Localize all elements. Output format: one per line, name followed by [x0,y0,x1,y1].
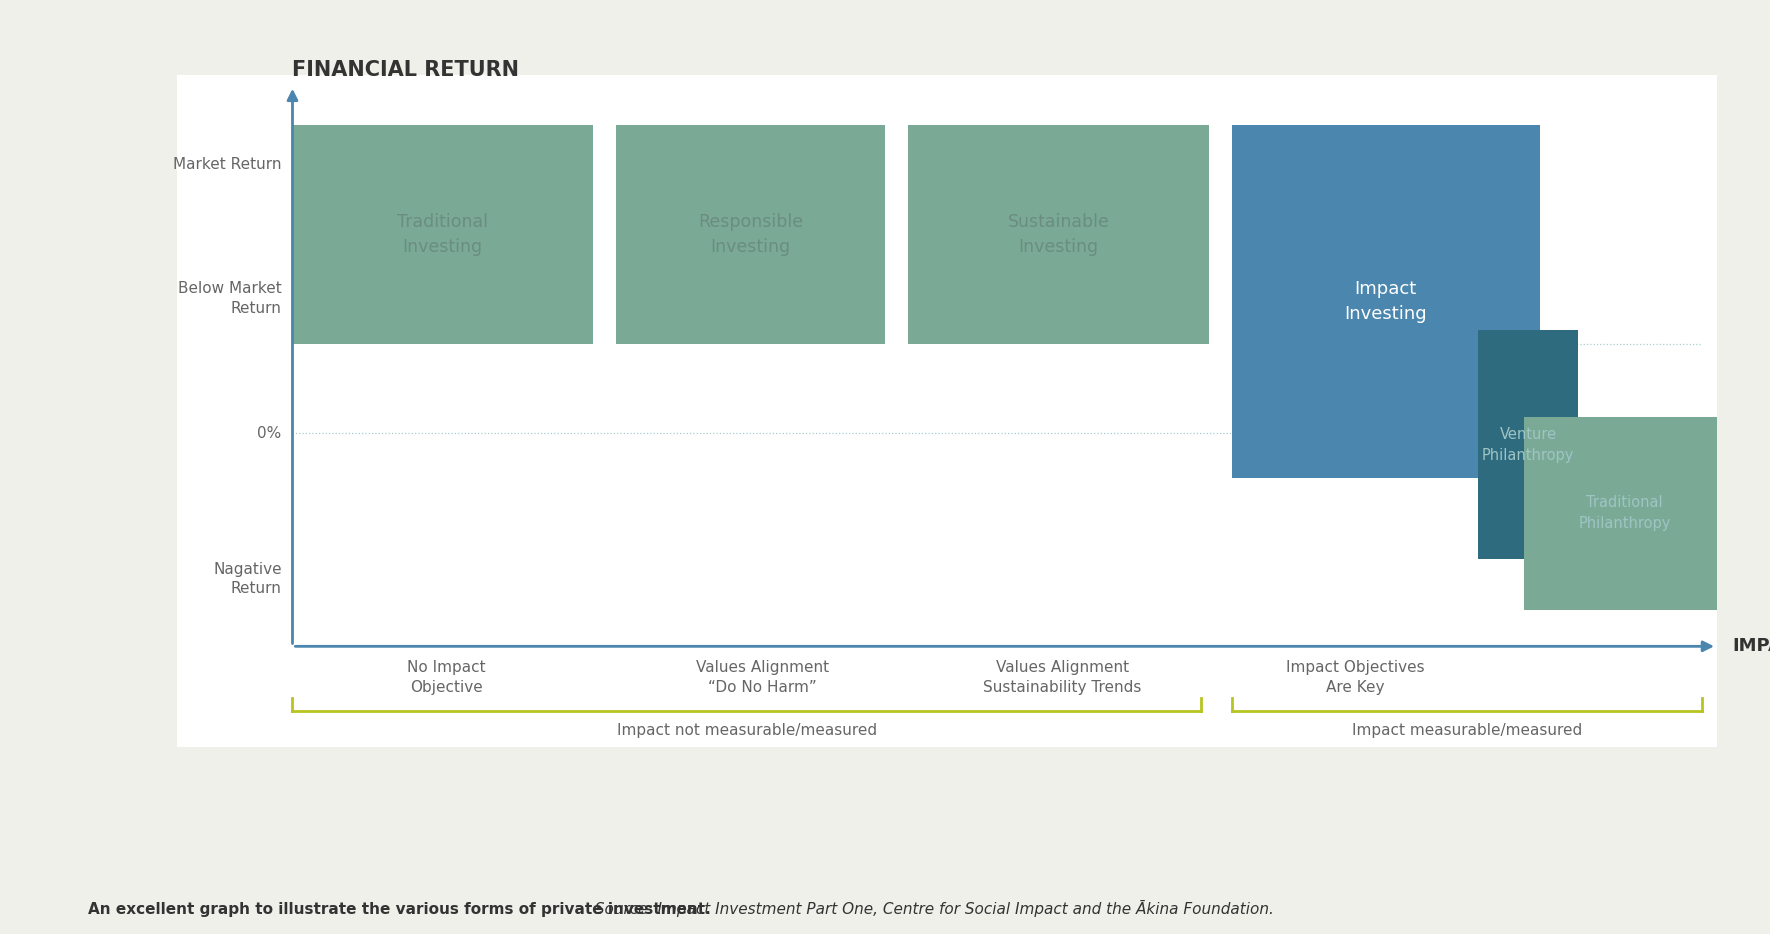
Bar [1232,125,1540,478]
Text: Traditional
Investing: Traditional Investing [396,213,489,256]
Bar [908,125,1209,344]
Text: Values Alignment
“Do No Harm”: Values Alignment “Do No Harm” [696,660,828,695]
Text: Impact Objectives
Are Key: Impact Objectives Are Key [1285,660,1425,695]
Text: IMPACT: IMPACT [1733,637,1770,656]
Text: Traditional
Philanthropy: Traditional Philanthropy [1579,495,1671,531]
Bar [292,125,593,344]
Bar [1478,330,1579,559]
Text: Values Alignment
Sustainability Trends: Values Alignment Sustainability Trends [984,660,1142,695]
Text: Nagative
Return: Nagative Return [212,561,281,597]
Text: FINANCIAL RETURN: FINANCIAL RETURN [292,61,519,80]
Text: Impact not measurable/measured: Impact not measurable/measured [616,723,876,738]
Text: Sustainable
Investing: Sustainable Investing [1007,213,1110,256]
Bar [616,125,885,344]
Text: Source: Impact Investment Part One, Centre for Social Impact and the Ākina Found: Source: Impact Investment Part One, Cent… [589,900,1274,917]
Text: Impact measurable/measured: Impact measurable/measured [1352,723,1582,738]
Text: An excellent graph to illustrate the various forms of private investment.: An excellent graph to illustrate the var… [88,902,712,917]
Text: Below Market
Return: Below Market Return [179,281,281,317]
Text: Venture
Philanthropy: Venture Philanthropy [1481,427,1575,462]
Bar [1524,417,1724,610]
Text: Market Return: Market Return [173,157,281,172]
Text: 0%: 0% [257,426,281,441]
Text: Responsible
Investing: Responsible Investing [697,213,804,256]
Text: Impact
Investing: Impact Investing [1345,280,1427,323]
Text: No Impact
Objective: No Impact Objective [407,660,485,695]
